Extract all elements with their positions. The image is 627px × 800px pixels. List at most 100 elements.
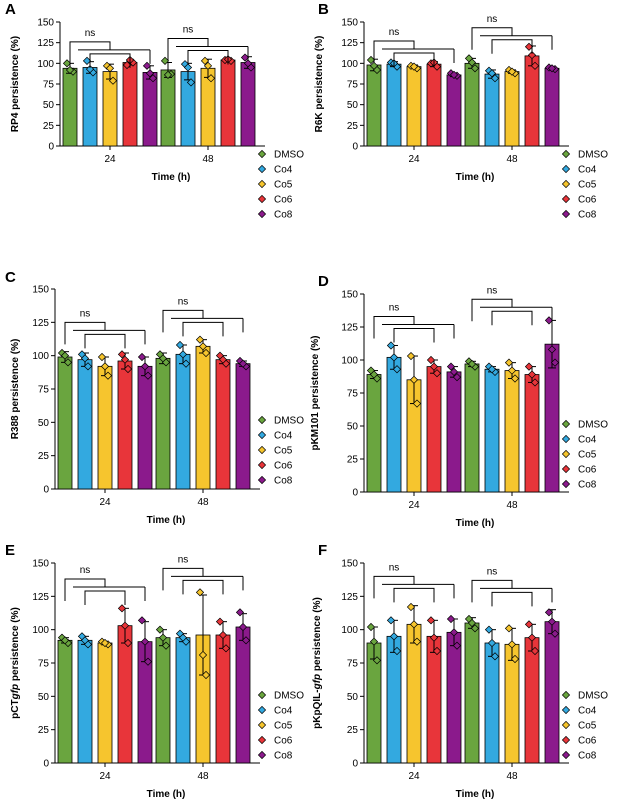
data-point — [105, 64, 115, 73]
data-point — [550, 358, 560, 367]
y-tick-label: 125 — [32, 592, 49, 603]
y-tick-label: 100 — [32, 625, 49, 636]
y-axis-title-suffix: persistence (%) — [10, 607, 21, 684]
y-tick-label: 0 — [48, 142, 54, 153]
bar — [117, 625, 133, 764]
panel-letter: D — [318, 273, 329, 290]
panel-letter: E — [5, 542, 15, 559]
data-point — [120, 355, 130, 364]
x-axis-title: Time (h) — [456, 172, 495, 183]
significance-bracket — [167, 38, 209, 61]
data-point — [161, 641, 171, 650]
legend-marker — [561, 735, 571, 745]
y-tick-label: 100 — [341, 356, 358, 367]
data-point — [470, 64, 480, 73]
bar — [77, 639, 93, 764]
data-point — [547, 64, 557, 73]
significance-label: ns — [183, 25, 194, 36]
bar — [155, 357, 171, 490]
legend-marker — [257, 194, 267, 204]
data-point — [467, 58, 477, 67]
legend-label: DMSO — [274, 691, 304, 702]
legend-marker — [561, 449, 571, 459]
data-point — [527, 50, 537, 60]
bar — [386, 635, 402, 764]
data-point — [409, 375, 419, 384]
legend-marker — [257, 705, 267, 715]
legend-label: DMSO — [578, 150, 608, 161]
data-point — [484, 625, 494, 634]
data-point — [369, 61, 379, 70]
data-point — [85, 65, 95, 74]
data-point — [181, 359, 191, 368]
y-tick-label: 0 — [352, 142, 358, 153]
legend-label: Co5 — [274, 446, 293, 457]
bar — [524, 55, 540, 147]
legend-marker — [561, 464, 571, 474]
significance-bracket — [491, 39, 533, 54]
legend-label: Co6 — [274, 195, 293, 206]
bar — [57, 639, 73, 764]
bar — [446, 74, 462, 147]
bar — [426, 63, 442, 147]
y-tick-label: 75 — [38, 385, 50, 396]
bar — [464, 62, 480, 147]
y-tick-label: 100 — [32, 351, 49, 362]
bar — [160, 69, 176, 147]
data-point — [117, 604, 127, 613]
legend-marker — [561, 209, 571, 219]
bar — [175, 353, 191, 490]
legend-marker — [257, 415, 267, 425]
data-point — [203, 61, 213, 70]
data-point — [490, 652, 500, 661]
significance-bracket — [69, 41, 111, 64]
legend-label: Co4 — [578, 435, 597, 446]
legend-label: Co6 — [274, 461, 293, 472]
legend-label: DMSO — [274, 416, 304, 427]
data-point — [406, 351, 416, 361]
y-tick-label: 75 — [347, 80, 359, 91]
y-axis-title-prefix: pCT — [10, 699, 21, 718]
legend-marker — [257, 209, 267, 219]
significance-bracket — [64, 578, 106, 601]
legend-marker — [257, 735, 267, 745]
y-tick-label: 75 — [347, 389, 359, 400]
data-point — [467, 359, 477, 369]
panel-e: E 0 25 50 75 100 125 150 pCTgfp persistence (%) 2… — [5, 542, 304, 800]
panel-letter: A — [5, 1, 16, 18]
panel-f: F 0 25 50 75 100 125 150 pKpQIL-gfp persistence … — [312, 542, 608, 800]
legend-marker — [561, 419, 571, 429]
legend-label: Co6 — [578, 736, 597, 747]
x-tick-label: 24 — [408, 771, 420, 782]
y-tick-label: 25 — [43, 121, 55, 132]
y-axis-title-prefix: pKpQIL- — [312, 689, 323, 728]
significance-bracket — [64, 321, 106, 345]
data-point — [65, 65, 75, 75]
significance-label: ns — [389, 27, 400, 38]
y-tick-label: 100 — [37, 59, 54, 70]
significance-label: ns — [178, 554, 189, 565]
data-point — [507, 366, 517, 375]
data-point — [530, 646, 540, 656]
y-axis-title: R6K persistence (%) — [314, 36, 325, 133]
data-point — [530, 378, 540, 387]
y-axis-title-italic: gfp — [312, 674, 323, 691]
data-point — [406, 602, 416, 612]
bar — [484, 368, 500, 493]
data-point — [550, 629, 560, 638]
legend-label: Co8 — [578, 480, 597, 491]
legend-label: DMSO — [274, 150, 304, 161]
x-axis-title: Time (h) — [147, 515, 186, 526]
y-tick-label: 100 — [341, 625, 358, 636]
data-point — [221, 644, 231, 653]
y-tick-label: 0 — [352, 759, 358, 770]
data-point — [510, 374, 520, 383]
legend-label: Co4 — [578, 165, 597, 176]
bar — [524, 374, 540, 493]
legend-label: Co6 — [578, 465, 597, 476]
bar — [235, 363, 251, 490]
bar — [220, 59, 236, 147]
bar — [446, 631, 462, 764]
data-point — [369, 637, 379, 646]
